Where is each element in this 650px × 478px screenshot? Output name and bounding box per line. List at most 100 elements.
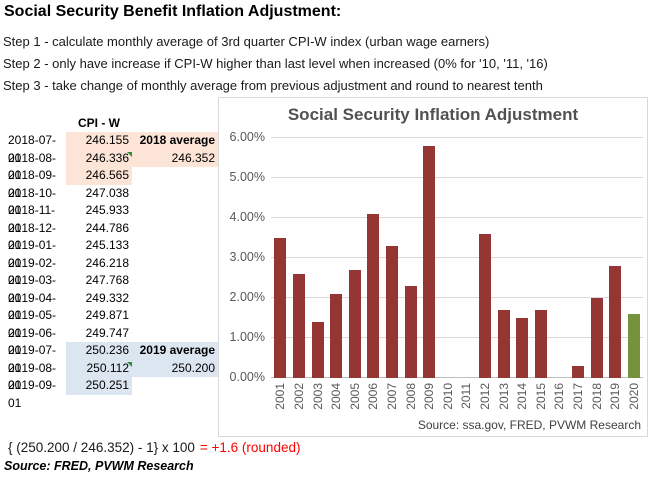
cpi-value-cell: 246.155 xyxy=(66,132,132,150)
x-axis-label: 2017 xyxy=(570,383,585,410)
inflation-adjustment-chart: Social Security Inflation Adjustment 200… xyxy=(218,97,648,437)
note-cell xyxy=(132,255,218,273)
cpi-value-cell: 249.871 xyxy=(85,308,129,322)
gridline xyxy=(271,217,643,218)
gridline xyxy=(271,137,643,138)
table-row: 2018-11-01 245.933 xyxy=(8,202,218,235)
table-row: 2019-09-01 250.251 xyxy=(8,377,218,410)
table-row: 2019-02-01 246.218 xyxy=(8,255,218,288)
x-axis-label: 2001 xyxy=(273,383,288,410)
table-row: 2018-09-01 246.565 xyxy=(8,167,218,200)
date-cell: 2018-09-01 xyxy=(8,168,57,200)
date-cell: 2019-04-01 xyxy=(8,290,57,323)
table-row: 2019-03-01 247.768 xyxy=(8,272,218,305)
x-axis-label: 2014 xyxy=(515,383,530,410)
y-axis-label: 5.00% xyxy=(229,170,265,184)
average-value: 250.200 xyxy=(132,359,218,377)
cpi-value-cell: 246.218 xyxy=(85,255,129,270)
gridline xyxy=(271,257,643,258)
cpi-value-cell: 250.236 xyxy=(66,342,132,360)
chart-plot-area xyxy=(271,137,643,378)
bar-2012 xyxy=(478,234,491,378)
x-axis-label: 2004 xyxy=(329,383,344,410)
step-3: Step 3 - take change of monthly average … xyxy=(3,78,543,93)
page-title: Social Security Benefit Inflation Adjust… xyxy=(4,3,342,20)
x-axis-label: 2018 xyxy=(589,383,604,410)
x-axis-label: 2006 xyxy=(366,383,381,410)
note-cell xyxy=(132,167,218,185)
footer-source-note: Source: FRED, PVWM Research xyxy=(4,459,194,473)
cpi-value-cell: 244.786 xyxy=(85,220,129,235)
note-cell xyxy=(132,185,218,203)
y-axis-label: 2.00% xyxy=(229,290,265,304)
formula-expression: { (250.200 / 246.352) - 1} x 100 xyxy=(8,440,195,455)
cpi-value-cell: 249.332 xyxy=(85,290,129,305)
bar-2005 xyxy=(348,270,361,378)
average-value: 246.352 xyxy=(132,149,218,167)
chart-source-note: Source: ssa.gov, FRED, PVWM Research xyxy=(417,418,641,432)
y-axis-label: 4.00% xyxy=(229,210,265,224)
x-axis-label: 2016 xyxy=(552,383,567,410)
x-axis-label: 2020 xyxy=(626,383,641,410)
bar-2015 xyxy=(534,310,547,378)
bar-2013 xyxy=(497,310,510,378)
table-row: 2018-08-01 246.336 246.352 xyxy=(8,149,218,182)
cpi-value-cell: 247.038 xyxy=(85,185,129,200)
y-axis-label: 0.00% xyxy=(229,370,265,384)
table-row: 2018-12-01 244.786 xyxy=(8,220,218,253)
cpi-w-table: CPI - W 2018-07-01 246.155 2018 average 201… xyxy=(8,114,218,410)
step-1: Step 1 - calculate monthly average of 3r… xyxy=(3,34,490,49)
chart-title: Social Security Inflation Adjustment xyxy=(287,105,579,124)
x-axis-label: 2019 xyxy=(608,383,623,410)
date-cell: 2019-07-01 xyxy=(8,343,57,375)
note-cell xyxy=(132,377,218,395)
note-cell xyxy=(132,202,218,220)
x-axis-label: 2015 xyxy=(533,383,548,410)
note-cell xyxy=(132,325,218,343)
x-axis-label: 2013 xyxy=(496,383,511,410)
y-axis-label: 6.00% xyxy=(229,130,265,144)
x-axis-label: 2002 xyxy=(291,383,306,410)
gridline xyxy=(271,297,643,298)
date-cell: 2018-12-01 xyxy=(8,220,57,253)
average-label: 2019 average xyxy=(132,342,218,360)
average-label: 2018 average xyxy=(132,132,218,150)
comment-flag-icon xyxy=(127,151,132,157)
date-cell: 2019-05-01 xyxy=(8,308,57,340)
note-cell xyxy=(132,290,218,308)
date-cell: 2019-02-01 xyxy=(8,255,57,288)
bar-2009 xyxy=(423,146,436,378)
date-cell: 2018-10-01 xyxy=(8,185,57,218)
cpi-value-cell: 245.933 xyxy=(85,203,129,217)
table-row: 2019-07-01 250.236 2019 average xyxy=(8,342,218,375)
table-row: 2019-04-01 249.332 xyxy=(8,290,218,323)
steps-list: Step 1 - calculate monthly average of 3r… xyxy=(3,31,548,97)
x-axis-label: 2012 xyxy=(477,383,492,410)
table-row: 2018-07-01 246.155 2018 average xyxy=(8,132,218,165)
gridline xyxy=(271,177,643,178)
cpi-value-cell: 246.565 xyxy=(66,167,132,185)
cpi-table-header: CPI - W xyxy=(78,116,120,130)
table-row: 2018-10-01 247.038 xyxy=(8,185,218,218)
x-axis-label: 2009 xyxy=(422,383,437,410)
date-cell: 2019-03-01 xyxy=(8,273,57,305)
note-cell xyxy=(132,307,218,325)
note-cell xyxy=(132,237,218,255)
comment-flag-icon xyxy=(127,361,132,367)
bar-2007 xyxy=(385,246,398,378)
bar-2008 xyxy=(404,286,417,378)
cpi-value-cell: 250.112 xyxy=(66,359,132,377)
bar-2001 xyxy=(274,238,287,378)
table-row: 2019-06-01 249.747 xyxy=(8,325,218,358)
bar-2003 xyxy=(311,322,324,378)
cpi-value-cell: 245.133 xyxy=(85,238,129,252)
table-row: 2019-08-01 250.112 250.200 xyxy=(8,359,218,392)
bar-2020 xyxy=(627,314,640,378)
date-cell: 2018-11-01 xyxy=(8,203,56,235)
y-axis-label: 3.00% xyxy=(229,250,265,264)
x-axis-label: 2005 xyxy=(347,383,362,410)
x-axis-label: 2003 xyxy=(310,383,325,410)
cpi-table-rows: 2018-07-01 246.155 2018 average 2018-08-01 2… xyxy=(8,132,218,410)
bar-2017 xyxy=(571,366,584,378)
date-cell: 2019-06-01 xyxy=(8,325,57,358)
